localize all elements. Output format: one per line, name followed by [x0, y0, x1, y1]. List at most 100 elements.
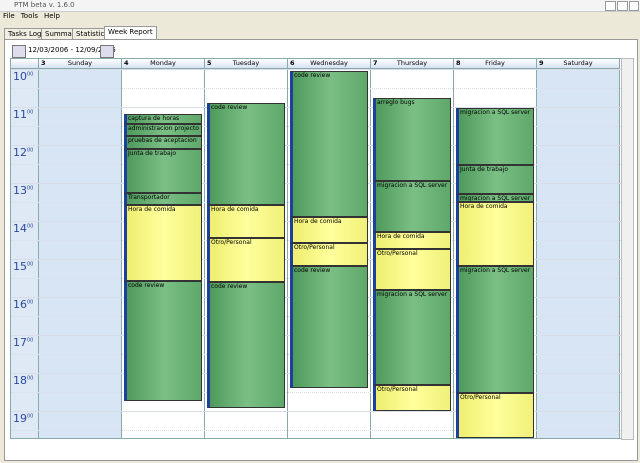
day-name: Monday: [150, 59, 176, 67]
event-block[interactable]: Otro/Personal: [373, 385, 451, 411]
event-block[interactable]: captura de horas: [124, 114, 202, 124]
event-block[interactable]: migracion a SQL server: [373, 290, 451, 385]
minutes: 00: [27, 299, 34, 306]
minutes: 00: [27, 185, 34, 192]
minimize-button[interactable]: [605, 1, 616, 11]
day-header: 4 Monday: [122, 59, 205, 69]
event-block[interactable]: Transportador: [124, 193, 202, 205]
hour-label: 1800: [13, 374, 33, 387]
hour: 10: [13, 70, 27, 83]
day-number: 6: [290, 59, 295, 67]
day-header: 8 Friday: [454, 59, 537, 69]
event-block[interactable]: administracion projecto: [124, 124, 202, 136]
hour-label: 1500: [13, 260, 33, 273]
hour-line: [11, 69, 621, 70]
day-number: 5: [207, 59, 212, 67]
close-button[interactable]: [629, 1, 639, 11]
minutes: 00: [27, 71, 34, 78]
event-block[interactable]: code review: [207, 103, 285, 205]
event-block[interactable]: Otro/Personal: [456, 393, 534, 438]
next-week-button[interactable]: [100, 45, 114, 58]
menu-bar: File Tools Help: [0, 12, 63, 23]
half-hour-line: [11, 430, 621, 431]
menu-item[interactable]: File: [3, 12, 15, 20]
day-header: 5 Tuesday: [205, 59, 288, 69]
hour: 16: [13, 298, 27, 311]
half-hour-line: [11, 392, 621, 393]
event-block[interactable]: Hora de comida: [124, 205, 202, 281]
event-block[interactable]: Junta de trabajo: [124, 149, 202, 193]
day-number: 8: [456, 59, 461, 67]
event-block[interactable]: migracion a SQL server: [456, 194, 534, 202]
minutes: 00: [27, 337, 34, 344]
previous-week-button[interactable]: [12, 45, 26, 58]
day-header: 9 Saturday: [537, 59, 620, 69]
day-name: Sunday: [67, 59, 93, 67]
event-block[interactable]: arreglo bugs: [373, 98, 451, 181]
corner: [11, 59, 39, 69]
window-title: PTM beta v. 1.6.0: [14, 1, 75, 9]
day-name: Thursday: [396, 59, 428, 67]
menu-item[interactable]: Tools: [20, 12, 38, 20]
hour-label: 1000: [13, 70, 33, 83]
day-number: 3: [41, 59, 46, 67]
tab[interactable]: Tasks Log: [4, 28, 46, 39]
day-name: Saturday: [563, 59, 593, 67]
event-block[interactable]: Hora de comida: [456, 202, 534, 266]
day-column: [39, 69, 122, 438]
event-block[interactable]: code review: [124, 281, 202, 401]
week-calendar: 3 Sunday 4 Monday 5 Tuesday 6 Wednesday 7 Thursda…: [10, 58, 622, 439]
hour: 17: [13, 336, 27, 349]
event-block[interactable]: Hora de comida: [373, 232, 451, 249]
hour: 12: [13, 146, 27, 159]
day-name: Tuesday: [232, 59, 260, 67]
title-bar: PTM beta v. 1.6.0: [0, 0, 640, 12]
day-header: 3 Sunday: [39, 59, 122, 69]
day-number: 4: [124, 59, 129, 67]
day-header: 7 Thursday: [371, 59, 454, 69]
menu-item[interactable]: Help: [43, 12, 60, 20]
hour-gutter: [11, 69, 39, 438]
minutes: 00: [27, 109, 34, 116]
hour: 19: [13, 412, 27, 425]
event-block[interactable]: code review: [207, 282, 285, 408]
event-block[interactable]: code review: [290, 71, 368, 217]
hour-label: 1400: [13, 222, 33, 235]
event-block[interactable]: Hora de comida: [290, 217, 368, 243]
hour: 15: [13, 260, 27, 273]
event-block[interactable]: pruebas de aceptacion: [124, 136, 202, 149]
day-number: 9: [539, 59, 544, 67]
hour-label: 1100: [13, 108, 33, 121]
hour: 13: [13, 184, 27, 197]
event-block[interactable]: migracion a SQL server: [456, 108, 534, 165]
day-column: [537, 69, 620, 438]
minutes: 00: [27, 223, 34, 230]
event-block[interactable]: Junta de trabajo: [456, 165, 534, 194]
hour-label: 1900: [13, 412, 33, 425]
hour: 18: [13, 374, 27, 387]
event-block[interactable]: code review: [290, 266, 368, 388]
event-block[interactable]: Otro/Personal: [207, 238, 285, 282]
event-block[interactable]: migracion a SQL server: [456, 266, 534, 393]
minutes: 00: [27, 413, 34, 420]
day-header: 6 Wednesday: [288, 59, 371, 69]
tab[interactable]: Week Report: [104, 26, 157, 39]
hour-label: 1600: [13, 298, 33, 311]
hour-label: 1700: [13, 336, 33, 349]
hour: 14: [13, 222, 27, 235]
hour-label: 1200: [13, 146, 33, 159]
hour-line: [11, 411, 621, 412]
hour: 11: [13, 108, 27, 121]
event-block[interactable]: migracion a SQL server: [373, 181, 451, 232]
maximize-button[interactable]: [617, 1, 628, 11]
minutes: 00: [27, 375, 34, 382]
day-number: 7: [373, 59, 378, 67]
scrollbar[interactable]: [621, 58, 634, 440]
event-block[interactable]: Hora de comida: [207, 205, 285, 238]
event-block[interactable]: Otro/Personal: [373, 249, 451, 290]
minutes: 00: [27, 261, 34, 268]
minutes: 00: [27, 147, 34, 154]
event-block[interactable]: Otro/Personal: [290, 243, 368, 266]
day-name: Friday: [485, 59, 505, 67]
